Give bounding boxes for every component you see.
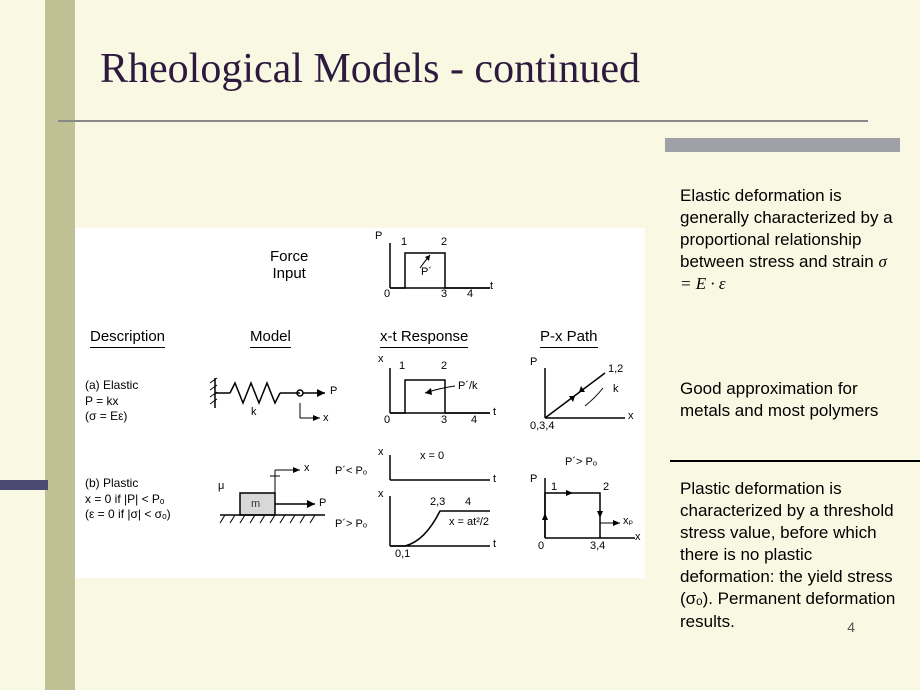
mb-mu: μ xyxy=(218,480,224,492)
rheological-diagram: Force Input P t 1 2 P´ 0 3 4 Description… xyxy=(75,228,645,578)
mb-P: P xyxy=(319,497,326,509)
xtb-4: 4 xyxy=(465,496,471,508)
xta-pk: P´/k xyxy=(458,380,478,392)
row-a-title: (a) Elastic xyxy=(85,378,138,392)
force-tick-3: 3 xyxy=(441,288,447,300)
pxb-1: 1 xyxy=(551,481,557,493)
decorative-gray-bar xyxy=(665,138,900,152)
section-divider xyxy=(670,460,920,462)
spring-x: x xyxy=(323,412,329,424)
row-a-eq1: P = kx xyxy=(85,394,118,408)
xt-elastic-plot xyxy=(375,358,505,428)
force-P-axis: P xyxy=(375,230,382,242)
hdr-xt: x-t Response xyxy=(380,328,468,348)
force-tick-4: 4 xyxy=(467,288,473,300)
paragraph-plastic: Plastic deformation is characterized by … xyxy=(680,478,900,633)
pxb-34: 3,4 xyxy=(590,540,605,552)
slide-title: Rheological Models - continued xyxy=(100,45,640,93)
xtb-x0: x = 0 xyxy=(420,450,444,462)
row-b-eq1: x = 0 if |P| < Pₒ xyxy=(85,492,164,506)
force-Pprime: P´ xyxy=(421,266,432,278)
pxa-P: P xyxy=(530,356,537,368)
xt-a-t: t xyxy=(493,406,496,418)
spring-k: k xyxy=(251,406,257,418)
xtb-01: 0,1 xyxy=(395,548,410,560)
force-input-label: Force Input xyxy=(270,248,308,282)
spring-P: P xyxy=(330,385,337,397)
xta-1: 1 xyxy=(399,360,405,372)
row-a-eq2: (σ = Eε) xyxy=(85,409,127,423)
title-underline xyxy=(58,120,868,122)
xta-0: 0 xyxy=(384,414,390,426)
force-input-plot xyxy=(375,233,505,303)
paragraph-approximation: Good approximation for metals and most p… xyxy=(680,378,900,422)
xtb2-t: t xyxy=(493,538,496,550)
pxb-xp: xₚ xyxy=(623,514,633,527)
force-tick-1: 1 xyxy=(401,236,407,248)
pxb-2: 2 xyxy=(603,481,609,493)
pxa-034: 0,3,4 xyxy=(530,420,554,432)
pxb-gt: P´> Pₒ xyxy=(565,456,597,468)
mb-x: x xyxy=(304,462,310,474)
xta-4: 4 xyxy=(471,414,477,426)
xtb1-t: t xyxy=(493,473,496,485)
row-a-label: (a) Elastic P = kx (σ = Eε) xyxy=(85,378,138,425)
pxa-k: k xyxy=(613,383,619,395)
paragraph-elastic: Elastic deformation is generally charact… xyxy=(680,185,900,295)
hdr-model: Model xyxy=(250,328,291,348)
row-b-label: (b) Plastic x = 0 if |P| < Pₒ (ε = 0 if … xyxy=(85,476,171,523)
hdr-description: Description xyxy=(90,328,165,348)
xtb-23: 2,3 xyxy=(430,496,445,508)
page-number: 4 xyxy=(847,619,855,635)
pxa-x: x xyxy=(628,410,634,422)
xtb-lt: P´< Pₒ xyxy=(335,465,367,477)
xtb-gt: P´> Pₒ xyxy=(335,518,367,530)
row-b-eq2: (ε = 0 if |σ| < σₒ) xyxy=(85,507,171,521)
row-b-title: (b) Plastic xyxy=(85,476,138,490)
left-accent-stripe xyxy=(45,0,75,690)
hdr-px: P-x Path xyxy=(540,328,598,348)
force-tick-2: 2 xyxy=(441,236,447,248)
xtb2-x: x xyxy=(378,488,384,500)
left-dark-notch xyxy=(0,480,48,490)
pxa-12: 1,2 xyxy=(608,363,623,375)
mb-m: m xyxy=(251,498,260,510)
pxb-0: 0 xyxy=(538,540,544,552)
force-zero: 0 xyxy=(384,288,390,300)
xtb1-x: x xyxy=(378,446,384,458)
force-t-axis: t xyxy=(490,280,493,292)
xta-3: 3 xyxy=(441,414,447,426)
pxb-P: P xyxy=(530,473,537,485)
xtb-eq: x = at²/2 xyxy=(449,516,489,528)
xta-2: 2 xyxy=(441,360,447,372)
pxb-x: x xyxy=(635,531,641,543)
xt-a-x: x xyxy=(378,353,384,365)
para1-text: Elastic deformation is generally charact… xyxy=(680,186,893,271)
